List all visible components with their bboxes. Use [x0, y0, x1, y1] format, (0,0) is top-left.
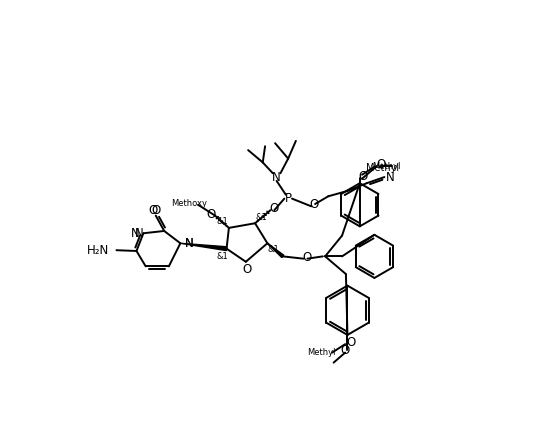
- Text: O: O: [346, 336, 355, 349]
- Text: &1: &1: [268, 245, 279, 254]
- Text: Methyl: Methyl: [367, 163, 399, 173]
- Polygon shape: [181, 243, 227, 251]
- Text: P: P: [285, 192, 292, 205]
- Text: O: O: [206, 208, 216, 221]
- Text: O: O: [310, 198, 319, 211]
- Text: H₂N: H₂N: [87, 244, 109, 257]
- Text: N: N: [386, 170, 395, 184]
- Text: O: O: [358, 170, 368, 183]
- Polygon shape: [267, 243, 284, 258]
- Text: Methyl: Methyl: [307, 348, 336, 357]
- Text: Methoxy: Methoxy: [171, 199, 207, 208]
- Text: N: N: [272, 170, 281, 184]
- Text: &1: &1: [255, 213, 267, 221]
- Text: N: N: [185, 237, 194, 250]
- Text: N: N: [185, 237, 194, 250]
- Text: &1: &1: [217, 217, 229, 226]
- Text: N: N: [134, 227, 143, 240]
- Text: O: O: [377, 158, 386, 171]
- Text: Methyl: Methyl: [372, 162, 400, 171]
- Text: &1: &1: [217, 252, 229, 261]
- Text: O: O: [269, 202, 278, 215]
- Text: N: N: [131, 227, 140, 240]
- Text: O: O: [341, 344, 350, 357]
- Text: O: O: [243, 263, 252, 276]
- Text: O: O: [151, 204, 161, 217]
- Text: O: O: [149, 204, 158, 217]
- Text: O: O: [302, 251, 312, 264]
